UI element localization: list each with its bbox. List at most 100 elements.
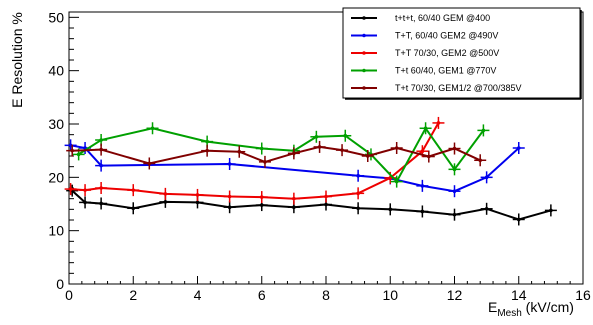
data-point bbox=[287, 147, 300, 160]
x-axis-label-main: E bbox=[488, 299, 497, 315]
point-marker bbox=[420, 184, 425, 188]
data-point bbox=[223, 158, 236, 170]
x-tick-label: 16 bbox=[575, 287, 591, 303]
series-line bbox=[71, 189, 552, 221]
data-point bbox=[201, 144, 214, 157]
data-point bbox=[255, 142, 268, 155]
data-point bbox=[474, 154, 487, 167]
x-tick-label: 10 bbox=[382, 287, 398, 303]
data-point bbox=[64, 139, 77, 152]
point-marker bbox=[131, 188, 136, 192]
data-point bbox=[191, 188, 204, 201]
point-marker bbox=[427, 154, 431, 159]
point-marker bbox=[423, 126, 428, 131]
series-0 bbox=[66, 184, 557, 226]
data-point bbox=[361, 150, 374, 162]
point-marker bbox=[99, 138, 103, 142]
data-point bbox=[313, 140, 326, 153]
point-marker bbox=[205, 139, 209, 144]
point-marker bbox=[263, 160, 267, 164]
point-marker bbox=[516, 217, 521, 222]
point-marker bbox=[516, 146, 521, 150]
data-point bbox=[512, 213, 525, 226]
point-marker bbox=[549, 208, 553, 213]
data-point bbox=[339, 129, 352, 142]
point-marker bbox=[484, 175, 489, 180]
legend: t+t+t, 60/40 GEM @400 T+T, 60/40 GEM2 @49… bbox=[342, 7, 582, 100]
data-point bbox=[64, 183, 77, 196]
x-tick-label: 6 bbox=[258, 287, 266, 303]
legend-box bbox=[342, 7, 581, 99]
point-marker bbox=[356, 191, 360, 196]
point-marker bbox=[324, 194, 328, 199]
point-marker bbox=[99, 186, 103, 190]
legend-swatch-marker bbox=[362, 68, 366, 73]
series-3 bbox=[72, 122, 490, 188]
legend-entry: t+t+t, 60/40 GEM @400 bbox=[351, 13, 490, 23]
series-4 bbox=[66, 140, 487, 170]
data-point bbox=[66, 144, 79, 157]
legend-label: T+t 70/30, GEM1/2 @700/385V bbox=[395, 83, 521, 93]
data-point bbox=[422, 150, 435, 163]
data-point bbox=[432, 116, 445, 129]
data-point bbox=[477, 124, 490, 137]
data-point bbox=[416, 179, 429, 192]
y-tick-label: 0 bbox=[56, 276, 64, 292]
legend-label: T+T, 60/40 GEM2 @490V bbox=[395, 31, 498, 41]
data-point bbox=[448, 185, 461, 198]
point-marker bbox=[227, 194, 232, 199]
point-marker bbox=[163, 200, 168, 204]
series-line bbox=[72, 145, 481, 165]
point-marker bbox=[452, 167, 457, 172]
data-point bbox=[352, 169, 365, 182]
point-marker bbox=[259, 195, 264, 199]
data-point bbox=[480, 202, 493, 215]
point-marker bbox=[292, 151, 296, 156]
legend-swatch-marker bbox=[362, 16, 366, 20]
point-marker bbox=[163, 192, 168, 196]
data-point bbox=[79, 196, 92, 209]
legend-entry: T+t 60/40, GEM1 @770V bbox=[351, 66, 496, 76]
point-marker bbox=[70, 148, 75, 153]
legend-entry: T+T, 60/40 GEM2 @490V bbox=[351, 31, 498, 41]
data-point bbox=[390, 142, 403, 154]
legend-label: T+T 70/30, GEM2 @500V bbox=[395, 48, 499, 58]
x-axis-label-sub: Mesh bbox=[497, 308, 521, 319]
data-point bbox=[95, 182, 108, 194]
x-tick-label: 0 bbox=[65, 287, 73, 303]
point-marker bbox=[195, 193, 200, 197]
data-point bbox=[159, 187, 172, 200]
data-point bbox=[95, 134, 108, 146]
data-point bbox=[352, 202, 365, 215]
data-point bbox=[390, 175, 403, 188]
point-marker bbox=[227, 205, 232, 209]
point-marker bbox=[131, 206, 136, 211]
point-marker bbox=[452, 189, 457, 193]
data-point bbox=[95, 143, 108, 156]
data-point bbox=[320, 190, 332, 203]
point-marker bbox=[343, 133, 348, 138]
data-point bbox=[352, 187, 365, 200]
legend-swatch-marker bbox=[362, 33, 366, 38]
series-layer bbox=[64, 116, 557, 226]
x-tick-label: 2 bbox=[129, 287, 137, 303]
data-point bbox=[544, 204, 557, 217]
point-marker bbox=[356, 206, 360, 211]
data-point bbox=[480, 171, 493, 184]
y-tick-label: 40 bbox=[48, 63, 64, 79]
data-point bbox=[384, 203, 397, 216]
data-point bbox=[146, 122, 159, 135]
data-point bbox=[448, 208, 461, 221]
data-point bbox=[223, 190, 236, 203]
y-axis-label: E Resolution % bbox=[9, 12, 25, 108]
x-tick-label: 12 bbox=[447, 287, 463, 303]
point-marker bbox=[365, 154, 370, 158]
x-tick-label: 4 bbox=[194, 287, 202, 303]
data-point bbox=[287, 192, 300, 205]
y-tick-label: 20 bbox=[48, 169, 64, 185]
point-marker bbox=[394, 146, 399, 150]
point-marker bbox=[76, 152, 81, 157]
data-point bbox=[95, 159, 108, 172]
